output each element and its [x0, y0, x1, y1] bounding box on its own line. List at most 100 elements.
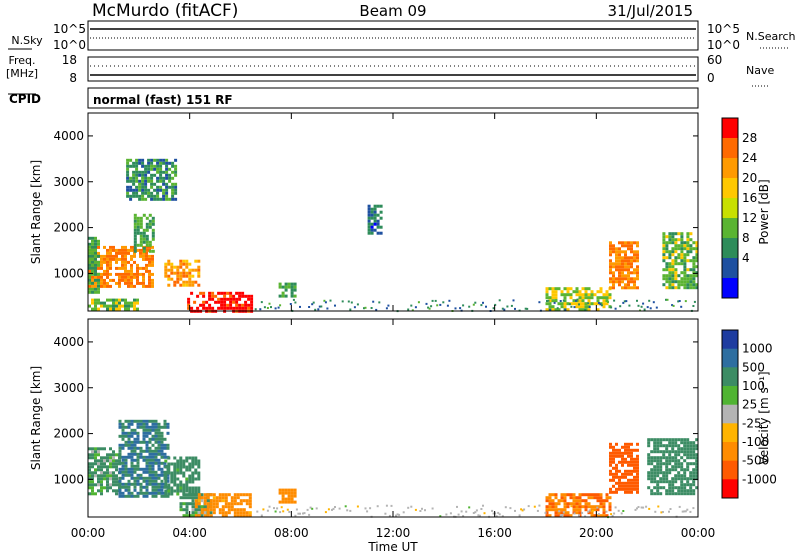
power-cell — [121, 298, 124, 302]
velocity-cell — [188, 493, 192, 497]
velocity-cell — [182, 493, 186, 497]
velocity-cell — [127, 470, 131, 474]
power-cell — [671, 277, 675, 281]
velocity-cell — [596, 493, 600, 497]
power-cell — [139, 234, 143, 238]
power-cell — [630, 265, 633, 269]
velocity-cell — [124, 494, 128, 498]
power-cell — [485, 305, 487, 308]
velocity-cell — [659, 465, 663, 469]
power-cell — [88, 284, 91, 288]
power-cell — [171, 194, 175, 198]
velocity-cell — [671, 492, 675, 496]
power-cell — [605, 293, 609, 297]
velocity-cell — [185, 502, 189, 506]
power-cell — [103, 284, 106, 288]
power-cell — [182, 262, 186, 266]
power-cell — [208, 291, 212, 295]
velocity-cell — [206, 511, 210, 515]
power-cell — [136, 275, 139, 279]
x-tick-label: 16:00 — [477, 526, 512, 540]
velocity-cell — [145, 485, 149, 489]
power-cell — [106, 281, 109, 285]
power-cell — [220, 291, 224, 295]
velocity-cell — [677, 474, 681, 478]
power-cell — [671, 265, 675, 269]
power-cell — [138, 185, 142, 189]
power-cell — [176, 268, 180, 272]
velocity-cell — [554, 496, 558, 500]
velocity-cell — [630, 442, 633, 446]
velocity-cell — [584, 515, 587, 518]
power-cell — [612, 283, 615, 287]
power-cell — [311, 303, 314, 306]
power-cell — [526, 307, 529, 310]
power-cell — [211, 291, 215, 295]
power-cell — [686, 232, 690, 236]
velocity-cell — [148, 437, 152, 441]
velocity-cell — [127, 431, 131, 435]
velocity-cell — [139, 488, 143, 492]
velocity-cell — [650, 474, 654, 478]
velocity-cell — [248, 511, 252, 515]
velocity-cell — [656, 492, 660, 496]
power-cell — [139, 254, 142, 258]
power-cell — [88, 281, 91, 285]
power-cell — [578, 308, 582, 312]
velocity-cell — [612, 475, 615, 479]
velocity-cell — [680, 483, 684, 487]
power-cell — [680, 283, 684, 287]
velocity-cell — [112, 459, 115, 463]
velocity-cell — [97, 459, 100, 463]
power-cell — [127, 281, 130, 285]
power-cell — [167, 259, 171, 263]
velocity-cell — [200, 505, 204, 509]
power-cell — [662, 250, 666, 254]
power-cell — [287, 282, 291, 286]
power-cell — [148, 272, 151, 276]
velocity-cell — [618, 487, 621, 491]
power-cell — [686, 238, 690, 242]
velocity-cell — [650, 456, 654, 460]
velocity-cell — [618, 475, 621, 479]
velocity-cell — [662, 480, 666, 484]
velocity-cell — [142, 422, 146, 426]
velocity-cell — [236, 514, 240, 518]
power-cell — [668, 280, 672, 284]
velocity-cell — [578, 493, 582, 497]
velocity-cell — [474, 511, 477, 514]
power-cell — [689, 283, 693, 287]
power-cell — [554, 293, 558, 297]
power-cell — [97, 307, 100, 311]
velocity-cell — [136, 494, 140, 498]
velocity-cell — [170, 492, 174, 496]
power-cell — [194, 280, 198, 284]
velocity-cell — [596, 508, 600, 512]
velocity-cell — [91, 486, 94, 490]
velocity-cell — [176, 459, 180, 463]
velocity-cell — [173, 483, 177, 487]
power-cell — [124, 278, 127, 282]
velocity-cell — [154, 434, 158, 438]
velocity-cell — [659, 468, 663, 472]
power-cell — [91, 251, 94, 255]
velocity-cell — [656, 471, 660, 475]
velocity-cell — [148, 449, 152, 453]
velocity-cell — [605, 496, 609, 500]
velocity-cell — [545, 499, 549, 503]
x-tick-label: 08:00 — [274, 526, 309, 540]
velocity-cell — [683, 492, 687, 496]
velocity-cell — [154, 461, 158, 465]
power-cell — [584, 290, 588, 294]
velocity-cell — [299, 512, 301, 515]
power-cell — [279, 304, 282, 307]
velocity-cell — [630, 478, 633, 482]
velocity-cell — [680, 450, 684, 454]
power-cell — [126, 170, 130, 174]
velocity-cell — [151, 449, 155, 453]
velocity-cell — [133, 428, 137, 432]
power-colorbar-tick-label: 24 — [742, 151, 757, 165]
velocity-cell — [142, 494, 146, 498]
velocity-cell — [221, 499, 225, 503]
velocity-cell — [94, 459, 97, 463]
